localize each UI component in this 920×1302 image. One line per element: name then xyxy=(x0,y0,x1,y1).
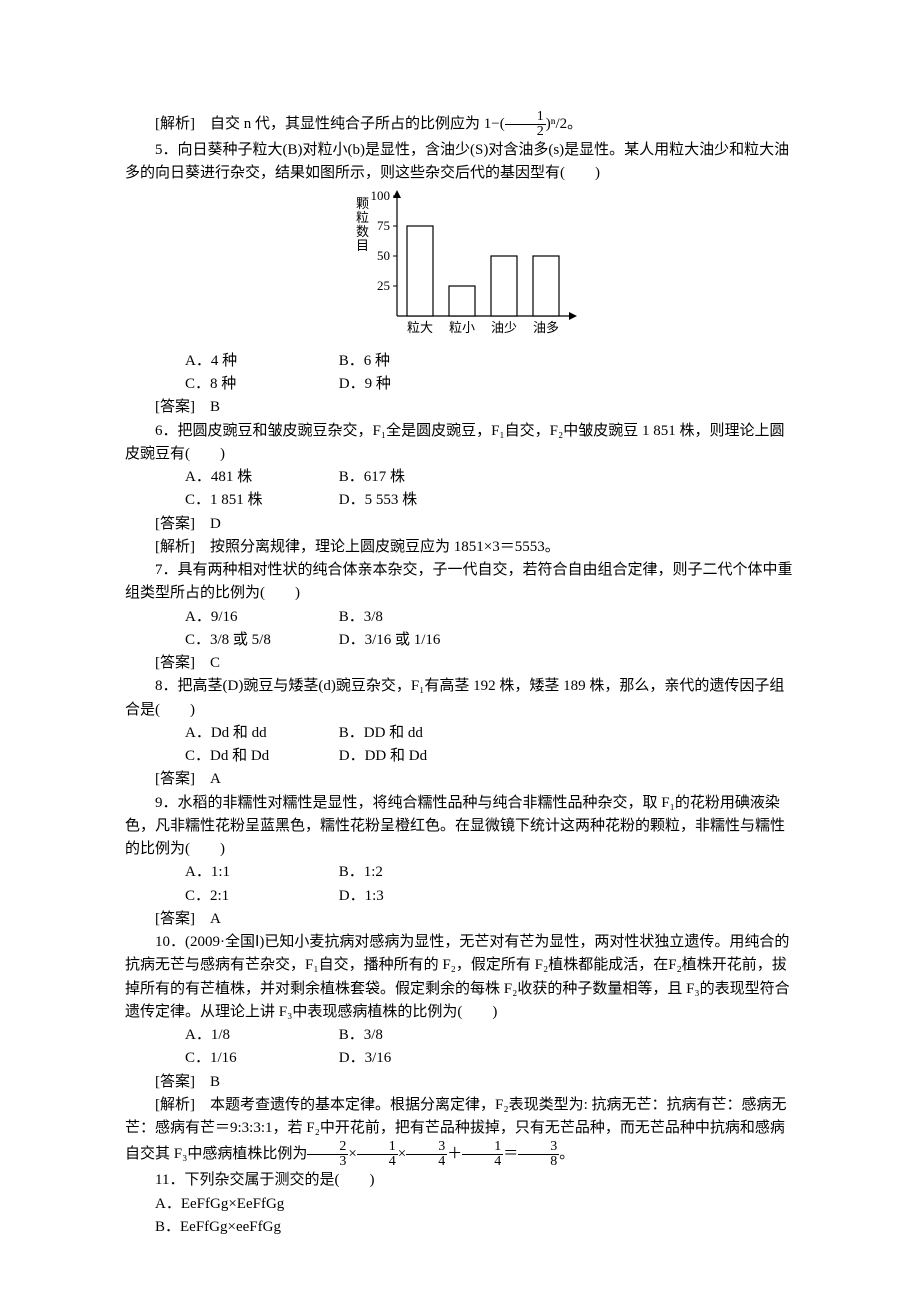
fraction: 23 xyxy=(307,1140,348,1169)
q6-optA: A．481 株 xyxy=(155,466,305,489)
q6-optD: D．5 553 株 xyxy=(309,489,417,512)
analysis-label: [解析] xyxy=(155,116,195,132)
q7-answer: [答案] C xyxy=(125,652,795,675)
q6-optB: B．617 株 xyxy=(309,466,405,489)
analysis-label: [解析] xyxy=(155,539,195,555)
q10-analysis: [解析] 本题考查遗传的基本定律。根据分离定律，F₂表现类型为: 抗病无芒：抗病… xyxy=(125,1094,795,1170)
svg-text:数: 数 xyxy=(356,224,369,239)
q8-optA: A．Dd 和 dd xyxy=(155,722,305,745)
q6-answer-val: D xyxy=(195,516,221,532)
q4-analysis: [解析] 自交 n 代，其显性纯合子所占的比例应为 1−(12)ⁿ/2。 xyxy=(125,110,795,139)
q6-stem: 6．把圆皮豌豆和皱皮豌豆杂交，F₁全是圆皮豌豆，F₁自交，F₂中皱皮豌豆 1 8… xyxy=(125,420,795,467)
q5-optD: D．9 种 xyxy=(309,373,391,396)
answer-label: [答案] xyxy=(155,771,195,787)
answer-label: [答案] xyxy=(155,399,195,415)
svg-text:油少: 油少 xyxy=(490,320,516,335)
q7-optD: D．3/16 或 1/16 xyxy=(309,629,441,652)
svg-text:粒: 粒 xyxy=(356,210,369,225)
svg-text:油多: 油多 xyxy=(532,320,558,335)
q5-chart: 25 50 75 100颗粒数目粒大 粒小 油少 油多 xyxy=(125,190,795,348)
q7-stem: 7．具有两种相对性状的纯合体亲本杂交，子一代自交，若符合自由组合定律，则子二代个… xyxy=(125,559,795,606)
q7-optA: A．9/16 xyxy=(155,606,305,629)
q10-stem: 10．(2009·全国Ⅰ)已知小麦抗病对感病为显性，无芒对有芒为显性，两对性状独… xyxy=(125,931,795,1024)
q10-options-row1: A．1/8 B．3/8 xyxy=(125,1024,795,1047)
q10-optC: C．1/16 xyxy=(155,1047,305,1070)
q11-optB: B．EeFfGg×eeFfGg xyxy=(125,1216,795,1239)
q8-answer-val: A xyxy=(195,771,221,787)
fraction: 34 xyxy=(406,1140,447,1169)
q10-optB: B．3/8 xyxy=(309,1024,383,1047)
svg-text:粒小: 粒小 xyxy=(448,320,474,335)
answer-label: [答案] xyxy=(155,1074,195,1090)
q9-optB: B．1:2 xyxy=(309,861,383,884)
q9-optA: A．1:1 xyxy=(155,861,305,884)
q10-fraction-expr: 23×14×34＋14＝38 xyxy=(307,1146,559,1162)
q11-stem: 11．下列杂交属于测交的是( ) xyxy=(125,1169,795,1192)
fraction: 38 xyxy=(518,1140,559,1169)
q9-answer-val: A xyxy=(195,911,221,927)
q5-optB: B．6 种 xyxy=(309,350,390,373)
svg-text:50: 50 xyxy=(377,248,390,263)
svg-text:75: 75 xyxy=(377,218,390,233)
svg-text:25: 25 xyxy=(377,278,390,293)
svg-text:颗: 颗 xyxy=(356,196,369,211)
q6-options-row1: A．481 株 B．617 株 xyxy=(125,466,795,489)
q5-optC: C．8 种 xyxy=(155,373,305,396)
q8-options-row1: A．Dd 和 dd B．DD 和 dd xyxy=(125,722,795,745)
q7-answer-val: C xyxy=(195,655,220,671)
q5-options-row2: C．8 种 D．9 种 xyxy=(125,373,795,396)
q9-answer: [答案] A xyxy=(125,908,795,931)
q5-bar-chart: 25 50 75 100颗粒数目粒大 粒小 油少 油多 xyxy=(342,190,579,340)
q6-optC: C．1 851 株 xyxy=(155,489,305,512)
fraction: 14 xyxy=(357,1140,398,1169)
svg-text:目: 目 xyxy=(356,238,369,253)
q6-analysis: [解析] 按照分离规律，理论上圆皮豌豆应为 1851×3＝5553。 xyxy=(125,536,795,559)
q10-analysis-end: 。 xyxy=(559,1146,574,1162)
q5-options-row1: A．4 种 B．6 种 xyxy=(125,350,795,373)
q10-optA: A．1/8 xyxy=(155,1024,305,1047)
q5-answer-val: B xyxy=(195,399,220,415)
q8-optC: C．Dd 和 Dd xyxy=(155,745,305,768)
q8-answer: [答案] A xyxy=(125,768,795,791)
q7-optC: C．3/8 或 5/8 xyxy=(155,629,305,652)
svg-text:粒大: 粒大 xyxy=(406,320,432,335)
answer-label: [答案] xyxy=(155,655,195,671)
q9-optC: C．2:1 xyxy=(155,885,305,908)
q7-options-row1: A．9/16 B．3/8 xyxy=(125,606,795,629)
svg-text:100: 100 xyxy=(370,190,390,203)
q8-optB: B．DD 和 dd xyxy=(309,722,423,745)
analysis-label: [解析] xyxy=(155,1097,195,1113)
q10-answer-val: B xyxy=(195,1074,220,1090)
answer-label: [答案] xyxy=(155,911,195,927)
q9-stem: 9．水稻的非糯性对糯性是显性，将纯合糯性品种与纯合非糯性品种杂交，取 F₁的花粉… xyxy=(125,792,795,862)
q5-answer: [答案] B xyxy=(125,396,795,419)
q10-answer: [答案] B xyxy=(125,1071,795,1094)
q10-optD: D．3/16 xyxy=(309,1047,392,1070)
q6-answer: [答案] D xyxy=(125,513,795,536)
q8-options-row2: C．Dd 和 Dd D．DD 和 Dd xyxy=(125,745,795,768)
q6-analysis-text: 按照分离规律，理论上圆皮豌豆应为 1851×3＝5553。 xyxy=(195,539,560,555)
q9-options-row2: C．2:1 D．1:3 xyxy=(125,885,795,908)
q6-options-row2: C．1 851 株 D．5 553 株 xyxy=(125,489,795,512)
q7-optB: B．3/8 xyxy=(309,606,383,629)
q4-analysis-post: )ⁿ/2。 xyxy=(546,116,582,132)
q5-stem: 5．向日葵种子粒大(B)对粒小(b)是显性，含油少(S)对含油多(s)是显性。某… xyxy=(125,139,795,186)
q4-analysis-pre: 自交 n 代，其显性纯合子所占的比例应为 1−( xyxy=(195,116,505,132)
q5-optA: A．4 种 xyxy=(155,350,305,373)
q11-optA: A．EeFfGg×EeFfGg xyxy=(125,1193,795,1216)
q7-options-row2: C．3/8 或 5/8 D．3/16 或 1/16 xyxy=(125,629,795,652)
q9-options-row1: A．1:1 B．1:2 xyxy=(125,861,795,884)
fraction: 14 xyxy=(462,1140,503,1169)
q8-stem: 8．把高茎(D)豌豆与矮茎(d)豌豆杂交，F₁有高茎 192 株，矮茎 189 … xyxy=(125,675,795,722)
q8-optD: D．DD 和 Dd xyxy=(309,745,427,768)
q9-optD: D．1:3 xyxy=(309,885,384,908)
answer-label: [答案] xyxy=(155,516,195,532)
fraction-half: 12 xyxy=(505,110,546,139)
q10-options-row2: C．1/16 D．3/16 xyxy=(125,1047,795,1070)
